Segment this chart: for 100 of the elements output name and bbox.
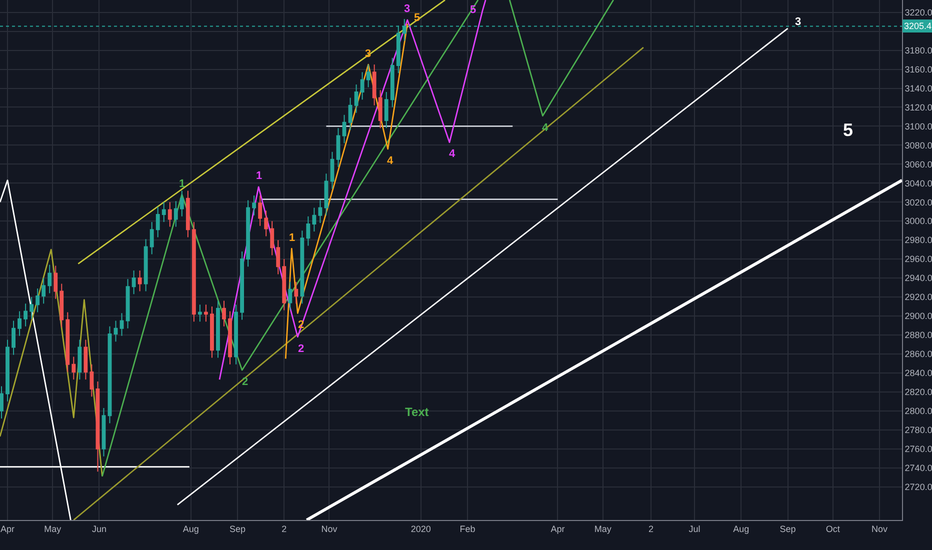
candlestick: [114, 320, 118, 342]
candlestick: [54, 265, 58, 300]
candlestick: [198, 304, 202, 322]
annotation: Text: [405, 405, 429, 419]
candlestick: [216, 300, 220, 358]
candlestick: [24, 303, 28, 327]
candlestick: [168, 202, 172, 228]
candlestick: [60, 283, 64, 328]
y-tick-label: 2880.0: [904, 330, 932, 340]
annotation: 1: [256, 170, 262, 182]
x-tick-label: Feb: [460, 524, 476, 534]
y-tick-label: 3140.0: [904, 83, 932, 94]
y-tick-label: 2740.0: [904, 462, 932, 473]
candlestick: [138, 270, 142, 292]
candlestick: [90, 364, 94, 398]
candlestick: [180, 190, 184, 217]
candlestick: [96, 380, 100, 472]
y-tick-label: 2900.0: [904, 311, 932, 322]
candlestick: [330, 151, 334, 190]
candlestick: [276, 240, 280, 275]
x-tick-label: Sep: [780, 524, 796, 534]
y-tick-label: 2940.0: [904, 273, 932, 284]
x-tick-label: Apr: [0, 524, 15, 534]
y-tick-label: 3000.0: [904, 216, 932, 226]
x-tick-label: Jul: [688, 524, 700, 534]
x-tick-label: Sep: [230, 524, 246, 534]
candlestick: [66, 312, 70, 372]
x-tick-label: Jun: [92, 524, 106, 534]
candlestick: [360, 72, 364, 100]
candlestick: [300, 230, 304, 304]
annotation: 3: [795, 16, 802, 28]
y-tick-label: 2800.0: [904, 406, 932, 416]
x-tick-label: Aug: [733, 524, 750, 534]
candlestick: [258, 194, 262, 226]
candlestick: [144, 238, 148, 292]
y-tick-label: 3160.0: [904, 64, 932, 74]
candlestick: [222, 300, 226, 327]
candlestick: [132, 270, 136, 295]
y-tick-label: 3020.0: [904, 197, 932, 208]
candlestick: [294, 281, 298, 304]
candlestick: [270, 220, 274, 256]
candlestick: [372, 64, 376, 106]
candlestick: [162, 202, 166, 223]
candlestick: [12, 320, 16, 356]
x-tick-label: Apr: [550, 524, 565, 534]
candlestick: [36, 288, 40, 313]
x-tick-label: Nov: [871, 524, 888, 534]
candlestick: [42, 278, 46, 304]
candlestick: [234, 304, 238, 365]
x-tick-label: Aug: [182, 524, 199, 534]
y-tick-label: 3040.0: [904, 178, 932, 188]
x-tick-label: Nov: [321, 524, 338, 534]
annotation: 4: [387, 155, 394, 167]
candlestick: [384, 92, 388, 129]
candlestick: [366, 64, 370, 88]
y-tick-label: 3100.0: [904, 121, 932, 132]
x-tick-label: 2: [648, 524, 654, 534]
candlestick: [78, 339, 82, 380]
candlestick: [84, 339, 88, 380]
x-tick-label: May: [44, 524, 62, 534]
y-tick-label: 2860.0: [904, 349, 932, 360]
candlestick: [312, 207, 316, 232]
y-tick-label: 3060.0: [904, 159, 932, 170]
candlestick: [252, 194, 256, 216]
annotation: 1: [289, 232, 296, 244]
y-tick-label: 2960.0: [904, 254, 932, 264]
candlestick: [282, 258, 286, 311]
annotation: 5: [843, 120, 854, 140]
candlestick: [0, 386, 4, 419]
y-tick-label: 3080.0: [904, 140, 932, 150]
candlestick: [378, 90, 382, 129]
candlestick: [6, 339, 10, 402]
candlestick: [156, 206, 160, 238]
y-tick-label: 2840.0: [904, 368, 932, 378]
annotation: 4: [449, 148, 456, 160]
candlestick: [72, 356, 76, 380]
candlestick: [354, 84, 358, 114]
candlestick: [210, 306, 214, 358]
line-series: [284, 23, 408, 360]
candlestick: [390, 57, 394, 108]
candlestick: [108, 326, 112, 424]
y-tick-label: 2780.0: [904, 425, 932, 435]
candlestick: [228, 310, 232, 365]
line-series: [102, 0, 479, 478]
candlestick: [336, 128, 340, 168]
candlestick: [18, 310, 22, 336]
candlestick: [306, 216, 310, 246]
annotation: 3: [404, 3, 410, 15]
candlestick: [342, 114, 346, 144]
candlestick: [48, 264, 52, 294]
candlestick: [324, 173, 328, 216]
y-tick-label: 2820.0: [904, 387, 932, 398]
candlestick: [318, 200, 322, 224]
candlestick: [348, 97, 352, 130]
x-tick-label: Oct: [826, 524, 840, 534]
annotation: 1: [179, 178, 186, 190]
candlestick: [264, 210, 268, 237]
candlestick: [126, 278, 130, 329]
y-tick-label: 2720.0: [904, 482, 932, 492]
annotation: 2: [242, 376, 248, 388]
